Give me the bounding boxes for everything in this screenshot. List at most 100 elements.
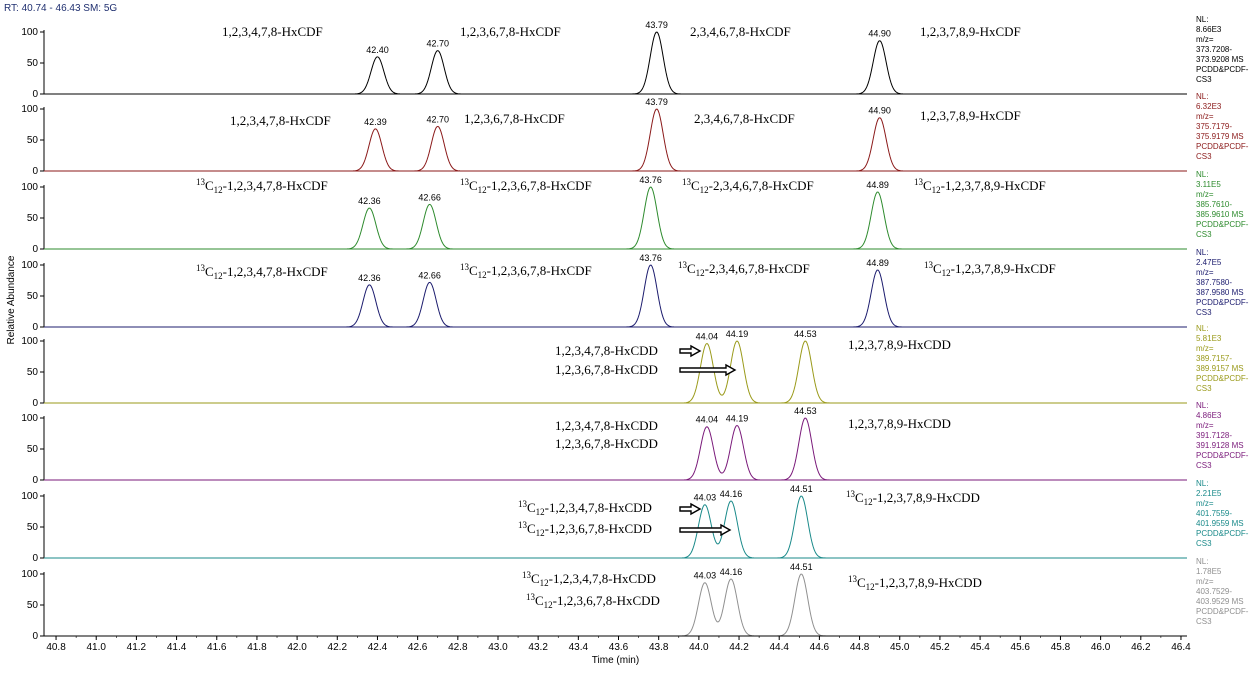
carbon-symbol: C [527,500,536,515]
peak-label: 43.76 [639,253,662,263]
panel-info-line: CS3 [1196,384,1212,393]
x-tick-label: 40.8 [46,642,66,653]
y-tick-label: 0 [32,244,38,255]
isotope-subscript: 12 [214,271,223,281]
peak-label: 44.19 [726,329,749,339]
panel-info-line: 3.11E5 [1196,180,1221,189]
trace-line [44,108,1187,172]
x-tick-label: 44.8 [850,642,870,653]
panel-info-line: 391.7128- [1196,431,1232,440]
isotope-subscript: 12 [864,497,873,507]
panel-info-line: 375.7179- [1196,122,1232,131]
x-tick-label: 43.2 [528,642,548,653]
compound-name: -2,3,4,6,7,8-HxCDF [705,261,810,276]
carbon-symbol: C [469,178,478,193]
x-tick-label: 44.2 [729,642,749,653]
peak-label: 44.51 [790,562,813,572]
x-tick-label: 42.6 [408,642,428,653]
peak-label: 43.76 [639,175,662,185]
panel-info-line: CS3 [1196,461,1212,470]
panel-info-line: PCDD&PCDF- [1196,607,1249,616]
peak-label: 42.70 [426,114,449,124]
x-tick-label: 45.2 [930,642,950,653]
carbon-symbol: C [855,490,864,505]
panel-info-line: 389.7157- [1196,354,1232,363]
compound-annotation: 13C12-2,3,4,6,7,8-HxCDF [682,177,814,195]
panel-info-line: CS3 [1196,75,1212,84]
x-tick-label: 41.4 [167,642,187,653]
isotope-superscript: 13 [914,177,924,187]
x-tick-label: 45.8 [1051,642,1071,653]
arrow-icon [679,363,737,377]
compound-annotation: 13C12-1,2,3,4,7,8-HxCDF [196,263,328,281]
panel-info-line: 2.47E5 [1196,258,1222,267]
peak-label: 44.19 [726,413,749,423]
compound-name: -2,3,4,6,7,8-HxCDF [709,178,814,193]
y-tick-label: 50 [27,600,39,611]
peak-label: 42.70 [426,39,449,49]
y-tick-label: 0 [32,398,38,409]
panel-info-line: PCDD&PCDF- [1196,451,1249,460]
peak-label: 42.39 [364,117,387,127]
peak-label: 44.89 [866,180,889,190]
panel-info-line: m/z= [1196,499,1214,508]
panel-info-line: m/z= [1196,190,1214,199]
compound-annotation: 13C12-1,2,3,6,7,8-HxCDD [518,520,652,538]
isotope-subscript: 12 [536,507,545,517]
x-tick-label: 41.8 [247,642,267,653]
panel-1: 05010042.4042.7043.7944.90NL:8.66E3m/z=3… [21,15,1248,100]
isotope-superscript: 13 [196,263,206,273]
panel-info-line: m/z= [1196,268,1214,277]
panel-info-line: NL: [1196,15,1208,24]
x-tick-label: 45.4 [970,642,990,653]
peak-label: 42.40 [366,45,389,55]
panel-info-line: 373.9208 MS [1196,55,1244,64]
compound-annotation: 13C12-1,2,3,6,7,8-HxCDF [460,177,592,195]
compound-annotation: 1,2,3,6,7,8-HxCDF [460,24,561,39]
isotope-subscript: 12 [536,528,545,538]
trace-line [44,264,1187,328]
compound-name: -1,2,3,7,8,9-HxCDD [873,490,980,505]
panel-info-line: 373.7208- [1196,45,1232,54]
y-tick-label: 0 [32,631,38,642]
panel-info-line: 387.7580- [1196,278,1232,287]
panel-info-line: 401.9559 MS [1196,519,1244,528]
compound-annotation: 1,2,3,7,8,9-HxCDF [920,108,1021,123]
x-tick-label: 42.8 [448,642,468,653]
y-tick-label: 100 [21,413,38,424]
isotope-subscript: 12 [866,582,875,592]
trace-line [44,340,1187,404]
carbon-symbol: C [205,264,214,279]
y-tick-label: 100 [21,104,38,115]
panel-info-line: CS3 [1196,230,1212,239]
compound-name: -1,2,3,6,7,8-HxCDD [545,521,652,536]
peak-label: 44.04 [696,415,719,425]
y-tick-label: 50 [27,444,39,455]
carbon-symbol: C [531,571,540,586]
panel-info-line: PCDD&PCDF- [1196,220,1249,229]
y-tick-label: 100 [21,260,38,271]
peak-label: 44.53 [794,406,817,416]
isotope-subscript: 12 [478,185,487,195]
isotope-superscript: 13 [678,260,688,270]
isotope-superscript: 13 [848,574,858,584]
arrow-icon [679,344,702,358]
isotope-subscript: 12 [478,270,487,280]
y-tick-label: 0 [32,89,38,100]
peak-label: 42.36 [358,196,381,206]
panel-info-line: 6.32E3 [1196,102,1222,111]
peak-label: 42.66 [418,192,441,202]
panel-info-line: 5.81E3 [1196,334,1222,343]
rt-range-label: RT: 40.74 - 46.43 SM: 5G [4,3,118,14]
isotope-superscript: 13 [460,177,470,187]
isotope-subscript: 12 [544,600,553,610]
panel-info-line: 385.9610 MS [1196,210,1244,219]
trace-line [44,186,1187,250]
compound-name: -1,2,3,7,8,9-HxCDF [951,261,1056,276]
panel-info-line: 375.9179 MS [1196,132,1244,141]
carbon-symbol: C [205,178,214,193]
compound-name: -1,2,3,4,7,8-HxCDD [545,500,652,515]
panel-info-line: m/z= [1196,421,1214,430]
panel-info-line: 401.7559- [1196,509,1232,518]
